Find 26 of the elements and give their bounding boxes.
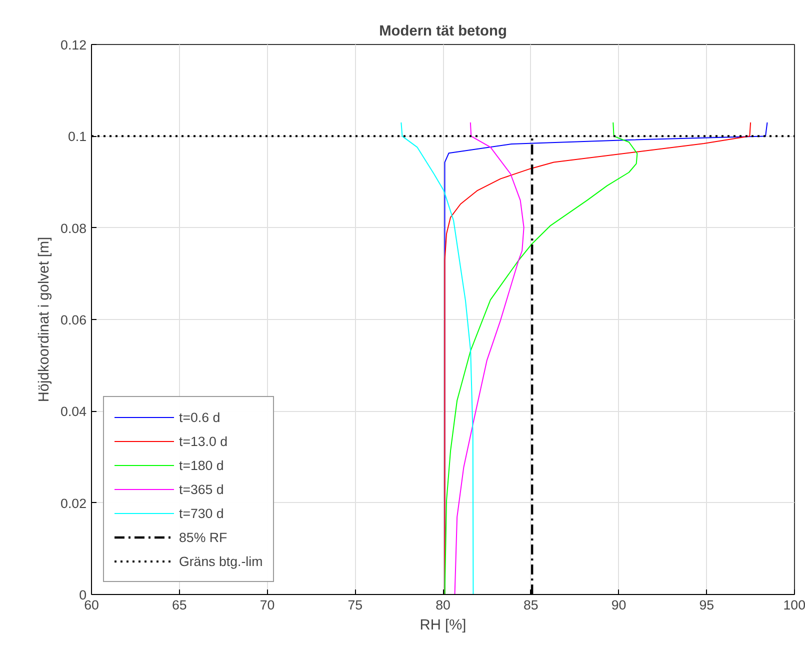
y-tick-label: 0.12 [60, 38, 87, 52]
x-tick-label: 90 [611, 598, 626, 612]
legend-label: 85% RF [179, 530, 228, 544]
x-tick-label: 60 [84, 598, 99, 612]
chart-title: Modern tät betong [379, 24, 507, 40]
legend-label: Gräns btg.-lim [179, 554, 263, 568]
y-tick-label: 0.08 [60, 220, 87, 236]
x-tick-label: 100 [783, 598, 805, 612]
legend-label: t=13.0 d [179, 434, 228, 448]
x-tick-label: 80 [436, 598, 450, 612]
y-tick-label: 0 [79, 588, 87, 602]
y-tick-label: 0.1 [68, 129, 87, 144]
x-tick-label: 95 [699, 598, 714, 612]
y-axis-title: Höjdkoordinat i golvet [m] [36, 236, 53, 402]
x-tick-label: 85 [523, 598, 538, 612]
x-axis-title: RH [%] [420, 618, 466, 634]
legend-label: t=730 d [179, 506, 224, 520]
legend-label: t=0.6 d [179, 410, 220, 424]
y-tick-label: 0.06 [60, 312, 87, 328]
legend-label: t=180 d [179, 458, 224, 472]
x-tick-label: 70 [260, 598, 275, 612]
legend-label: t=365 d [179, 482, 224, 496]
x-tick-label: 75 [348, 598, 363, 612]
y-tick-label: 0.04 [60, 404, 88, 420]
x-tick-label: 65 [172, 598, 187, 612]
y-tick-label: 0.02 [60, 496, 87, 511]
